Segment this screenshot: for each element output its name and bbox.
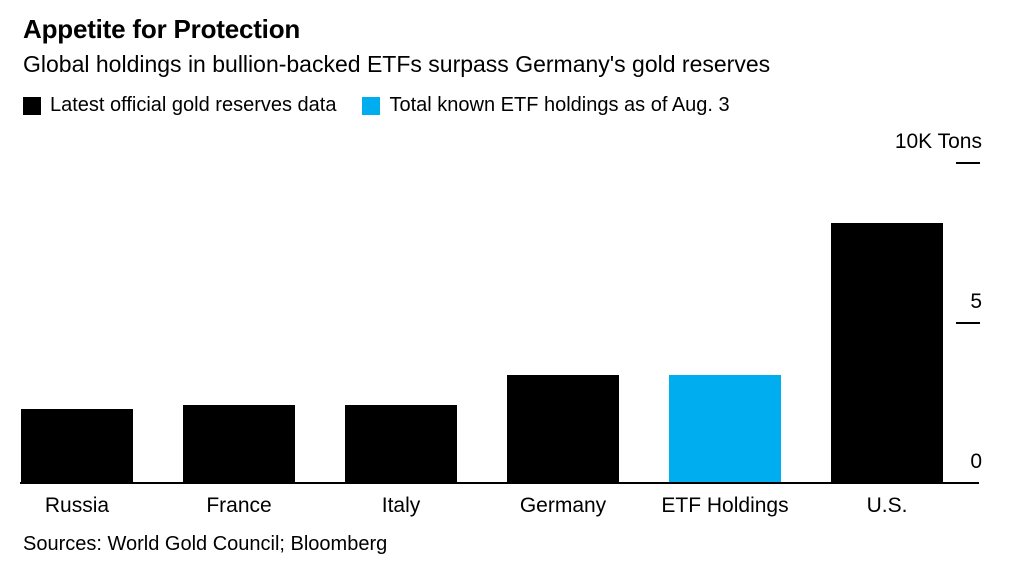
bar-germany [507, 375, 619, 483]
legend-item-gold-reserves: Latest official gold reserves data [23, 94, 336, 117]
x-axis-label-germany: Germany [519, 494, 607, 517]
chart-subtitle: Global holdings in bullion-backed ETFs s… [23, 51, 771, 77]
legend-swatch-black-icon [23, 96, 41, 115]
legend-label-etf-holdings: Total known ETF holdings as of Aug. 3 [389, 94, 730, 116]
x-axis-label-russia: Russia [44, 494, 110, 517]
x-axis-label-u-s: U.S. [866, 494, 908, 517]
y-tick-label-5: 5 [970, 290, 982, 313]
x-axis-label-etf-holdings: ETF Holdings [661, 494, 789, 517]
x-axis-line [20, 482, 979, 484]
bar-u-s [831, 223, 943, 483]
bar-etf-holdings [669, 375, 781, 483]
legend-swatch-blue-icon [362, 96, 381, 115]
x-axis-label-france: France [206, 494, 272, 517]
source-note: Sources: World Gold Council; Bloomberg [23, 533, 388, 555]
x-axis-label-italy: Italy [381, 494, 421, 517]
bar-russia [21, 409, 133, 483]
legend-label-gold-reserves: Latest official gold reserves data [50, 94, 337, 116]
y-tick-label-0: 0 [970, 450, 982, 473]
y-tick-10 [956, 162, 980, 164]
y-tick-5 [956, 322, 980, 324]
bar-italy [345, 405, 457, 483]
legend-item-etf-holdings: Total known ETF holdings as of Aug. 3 [362, 94, 730, 117]
chart-title: Appetite for Protection [23, 14, 301, 44]
bar-france [183, 405, 295, 483]
y-tick-label-10: 10K Tons [894, 130, 982, 153]
legend: Latest official gold reserves data Total… [23, 94, 730, 117]
